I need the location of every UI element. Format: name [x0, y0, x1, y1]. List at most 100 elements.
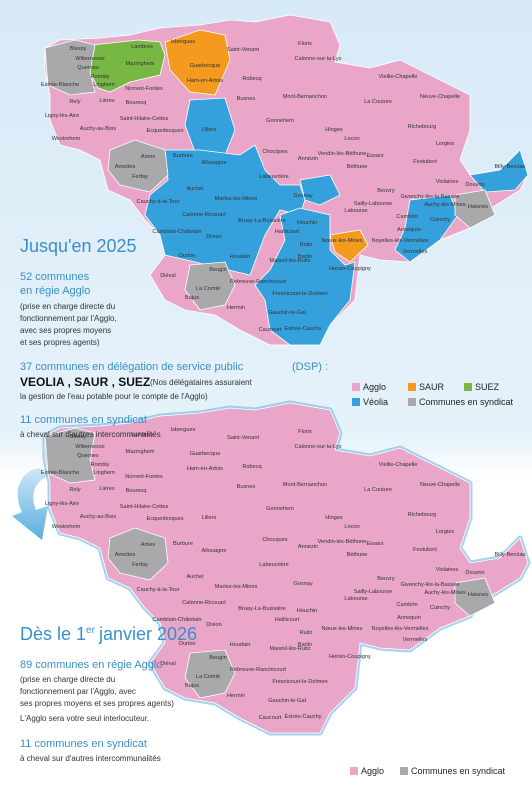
commune-label: Festubert [413, 547, 437, 553]
commune-label: Cauchy-à-la-Tour [137, 199, 180, 205]
note: fonctionnement par l'Agglo, [20, 314, 117, 323]
section-title: Dès le 1er janvier 2026 [20, 624, 197, 644]
commune-label: Gauchin-le-Gal [268, 310, 306, 316]
commune-label: Annezin [298, 156, 318, 162]
commune-label: La Comté [196, 286, 220, 292]
commune-label: Gosnay [293, 581, 312, 587]
commune-label: Calonne-Ricouart [182, 600, 226, 606]
legend-swatch [352, 383, 360, 391]
commune-label: Divion [206, 234, 222, 240]
commune-label: Estrée-Cauchy [285, 714, 322, 720]
commune-label: Calonne-sur-la-Lys [294, 56, 341, 62]
commune-label: Ferfay [132, 174, 148, 180]
commune-label: Cuinchy [430, 605, 450, 611]
commune-label: Saint-Hilaire-Cottes [120, 116, 169, 122]
commune-label: Houdain [230, 254, 251, 260]
commune-label: Neuve-Chapelle [420, 482, 460, 488]
commune-label: Labourse [344, 208, 367, 214]
commune-label: Ecquedecques [146, 128, 183, 134]
commune-label: Saint-Venant [227, 47, 259, 53]
legend-label: Communes en syndicat [411, 766, 506, 776]
commune-label: Rely [69, 487, 80, 493]
commune-label: Burbure [173, 541, 193, 547]
commune-label: Quernes [77, 65, 99, 71]
commune-label: Lillers [202, 127, 217, 133]
commune-label: Estrée-Cauchy [285, 326, 322, 332]
commune-label: Divion [206, 622, 222, 628]
commune-label: Ham-en-Artois [187, 466, 223, 472]
commune-label: La Couture [364, 487, 392, 493]
title-sup: er [86, 625, 96, 636]
commune-label: Haillicourt [275, 229, 300, 235]
zone-grey [454, 577, 496, 617]
commune-label: Hermin [227, 305, 245, 311]
commune-label: Labeuvrière [259, 174, 289, 180]
commune-label: Richebourg [408, 124, 437, 130]
commune-label: Vieille-Chapelle [379, 74, 418, 80]
commune-label: Labeuvrière [259, 562, 289, 568]
legend-label: Communes en syndicat [419, 397, 514, 407]
territory [44, 402, 529, 734]
commune-label: Blessy [70, 46, 87, 52]
commune-label: Vieille-Chapelle [379, 462, 418, 468]
commune-label: Linghem [93, 82, 115, 88]
commune-label: Lorgies [436, 529, 455, 535]
commune-label: Festubert [413, 159, 437, 165]
commune-label: Annezin [298, 544, 318, 550]
commune-label: Saint-Venant [227, 435, 259, 441]
commune-label: Auchy-au-Bois [80, 126, 117, 132]
commune-label: Floris [298, 429, 312, 435]
commune-label: Witternesse [75, 444, 105, 450]
heading: 89 communes en régie Agglo [20, 659, 162, 671]
commune-label: Béthune [347, 164, 368, 170]
commune-label: Sailly-Labourse [354, 589, 393, 595]
commune-label: Busnes [237, 96, 256, 102]
commune-label: Floris [298, 41, 312, 47]
note: avec ses propres moyens [20, 326, 111, 335]
commune-label: Lambres [131, 432, 153, 438]
zone-orange [164, 29, 231, 96]
heading: (DSP) : [292, 361, 328, 373]
commune-label: Noyelles-lès-Vermelles [372, 626, 429, 632]
legend-label: Agglo [363, 382, 386, 392]
heading: 52 communes [20, 271, 90, 283]
commune-label: Auchel [186, 574, 203, 580]
note: et ses propres agents) [20, 338, 100, 347]
commune-label: Locon [344, 524, 359, 530]
commune-label: Estrée-Blanche [41, 82, 79, 88]
zone-grey [44, 427, 96, 484]
commune-label: Hersin-Coupigny [329, 654, 371, 660]
commune-label: Isbergues [171, 39, 196, 45]
commune-label: Lières [99, 98, 114, 104]
commune-label: Westrehem [52, 524, 81, 530]
commune-label: Rebreuve-Ranchicourt [230, 279, 286, 285]
commune-label: Lières [99, 486, 114, 492]
commune-label: Rely [69, 99, 80, 105]
commune-label: Billy-Berclau [494, 552, 525, 558]
commune-label: Marles-les-Mines [215, 584, 258, 590]
commune-label: Lorgies [436, 141, 455, 147]
commune-label: Camblain-Châtelain [152, 229, 201, 235]
legend-swatch [464, 383, 472, 391]
commune-label: Vermelles [403, 637, 428, 643]
legend-swatch [400, 767, 408, 775]
zone-grey [454, 189, 496, 229]
commune-label: Ames [141, 542, 156, 548]
commune-label: Amettes [115, 164, 136, 170]
commune-label: Maisnil-lès-Ruitz [269, 646, 310, 652]
commune-label: Norrent-Fontes [125, 474, 163, 480]
commune-label: Bajus [185, 295, 199, 301]
commune-label: Burbure [173, 153, 193, 159]
note: (prise en charge directe du [20, 675, 115, 684]
commune-label: Bourecq [126, 488, 147, 494]
commune-label: Richebourg [408, 512, 437, 518]
commune-label: Quernes [77, 453, 99, 459]
commune-label: Marles-les-Mines [215, 196, 258, 202]
heading: 11 communes en syndicat [20, 738, 147, 750]
commune-label: La Comté [196, 674, 220, 680]
commune-label: Vendin-lès-Béthune [318, 151, 367, 157]
commune-label: Hermin [227, 693, 245, 699]
commune-label: Annequin [397, 227, 421, 233]
commune-label: Linghem [93, 470, 115, 476]
